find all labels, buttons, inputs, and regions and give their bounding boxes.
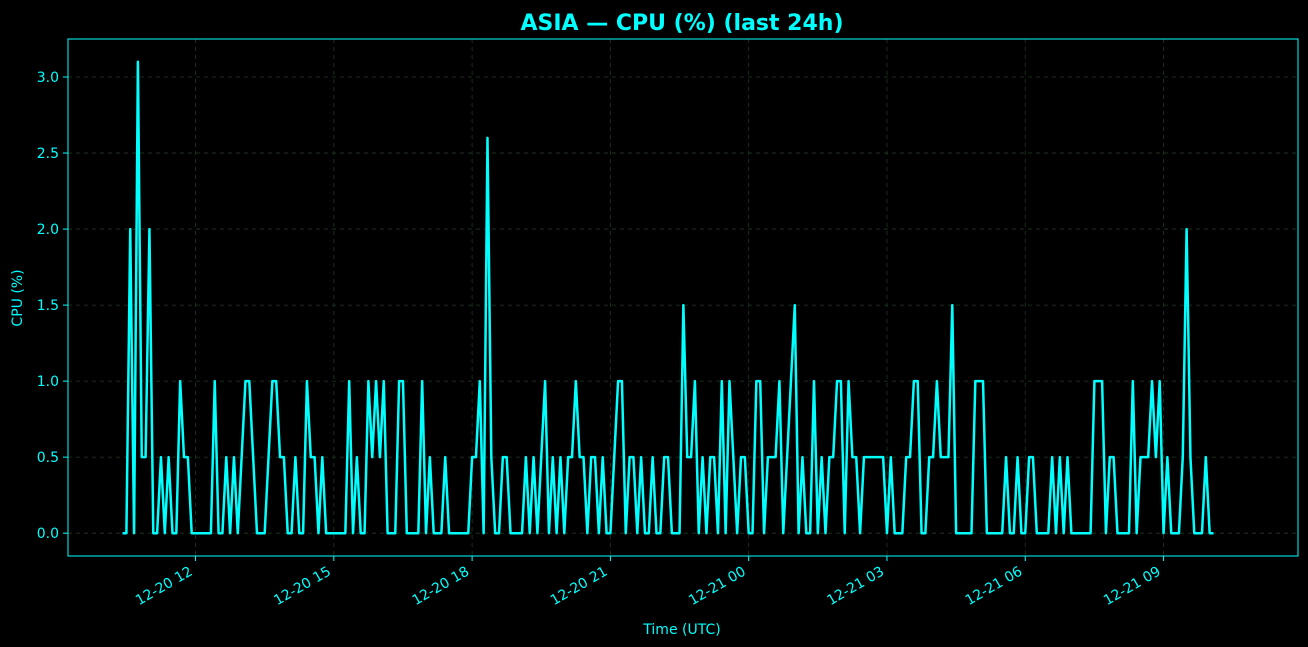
chart-title: ASIA — CPU (%) (last 24h) bbox=[520, 11, 843, 36]
series-layer bbox=[122, 60, 1214, 535]
y-tick-label: 2.5 bbox=[37, 146, 59, 162]
y-tick-label: 2.0 bbox=[37, 222, 59, 238]
x-axis-label: Time (UTC) bbox=[642, 622, 720, 638]
y-tick-label: 1.0 bbox=[37, 374, 59, 390]
y-tick-label: 0.5 bbox=[37, 450, 59, 466]
y-axis: 0.0 0.5 1.0 1.5 2.0 2.5 3.0 bbox=[37, 70, 68, 542]
plot-frame bbox=[67, 38, 1299, 557]
cpu-series-line bbox=[122, 60, 1214, 535]
y-tick-label: 0.0 bbox=[37, 526, 59, 542]
y-axis-label: CPU (%) bbox=[10, 269, 26, 326]
y-tick-label: 3.0 bbox=[37, 70, 59, 86]
y-tick-label: 1.5 bbox=[37, 298, 59, 314]
